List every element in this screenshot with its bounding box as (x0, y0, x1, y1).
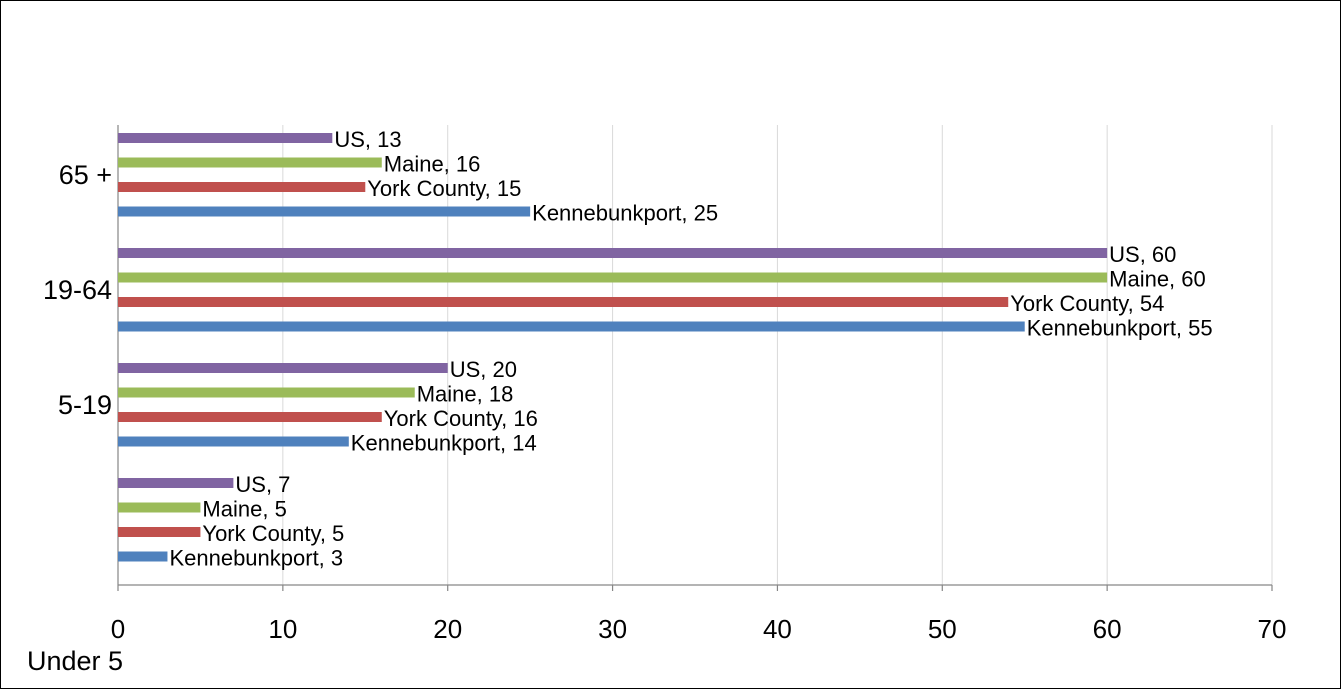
data-label-19-64-maine: Maine, 60 (1109, 267, 1206, 292)
x-tick-label-10: 10 (268, 614, 297, 644)
bar-under-5-maine (118, 502, 201, 513)
x-tick-label-20: 20 (433, 614, 462, 644)
bar-19-64-york-county (118, 297, 1009, 307)
data-label-under-5-maine: Maine, 5 (202, 497, 286, 522)
data-label-5-19-us: US, 20 (450, 357, 517, 382)
bar-5-19-kennebunkport (118, 436, 349, 447)
data-label-19-64-us: US, 60 (1109, 242, 1176, 267)
x-tick-label-0: 0 (111, 614, 125, 644)
bar-under-5-york-county (118, 527, 201, 537)
data-label-under-5-kennebunkport: Kennebunkport, 3 (169, 546, 343, 571)
bar-65-maine (118, 157, 382, 168)
bar-65-us (118, 133, 333, 143)
data-label-65-kennebunkport: Kennebunkport, 25 (532, 201, 718, 226)
category-label-19-64: 19-64 (43, 275, 112, 305)
data-label-65-maine: Maine, 16 (384, 152, 481, 177)
data-label-5-19-kennebunkport: Kennebunkport, 14 (351, 431, 537, 456)
data-label-5-19-york-county: York County, 16 (384, 406, 538, 431)
data-label-under-5-us: US, 7 (235, 472, 290, 497)
x-tick-label-50: 50 (928, 614, 957, 644)
x-tick-label-70: 70 (1258, 614, 1287, 644)
bar-19-64-us (118, 248, 1108, 258)
bar-65-kennebunkport (118, 206, 531, 217)
x-tick-label-30: 30 (598, 614, 627, 644)
data-label-5-19-maine: Maine, 18 (417, 382, 514, 407)
bar-19-64-maine (118, 272, 1108, 283)
data-label-65-us: US, 13 (334, 127, 401, 152)
category-label-under-5: Under 5 (27, 646, 124, 676)
category-label-5-19: 5-19 (58, 390, 112, 420)
x-tick-label-60: 60 (1093, 614, 1122, 644)
data-label-19-64-york-county: York County, 54 (1010, 291, 1164, 316)
bar-under-5-us (118, 478, 234, 488)
data-label-19-64-kennebunkport: Kennebunkport, 55 (1027, 316, 1213, 341)
bar-under-5-kennebunkport (118, 551, 168, 562)
x-tick-label-40: 40 (763, 614, 792, 644)
data-label-under-5-york-county: York County, 5 (202, 521, 344, 546)
data-label-65-york-county: York County, 15 (367, 176, 521, 201)
bar-5-19-york-county (118, 412, 382, 422)
bar-5-19-us (118, 363, 448, 373)
bar-65-york-county (118, 182, 366, 192)
bar-19-64-kennebunkport (118, 321, 1025, 332)
category-label-65: 65 + (59, 160, 112, 190)
bar-5-19-maine (118, 387, 415, 398)
